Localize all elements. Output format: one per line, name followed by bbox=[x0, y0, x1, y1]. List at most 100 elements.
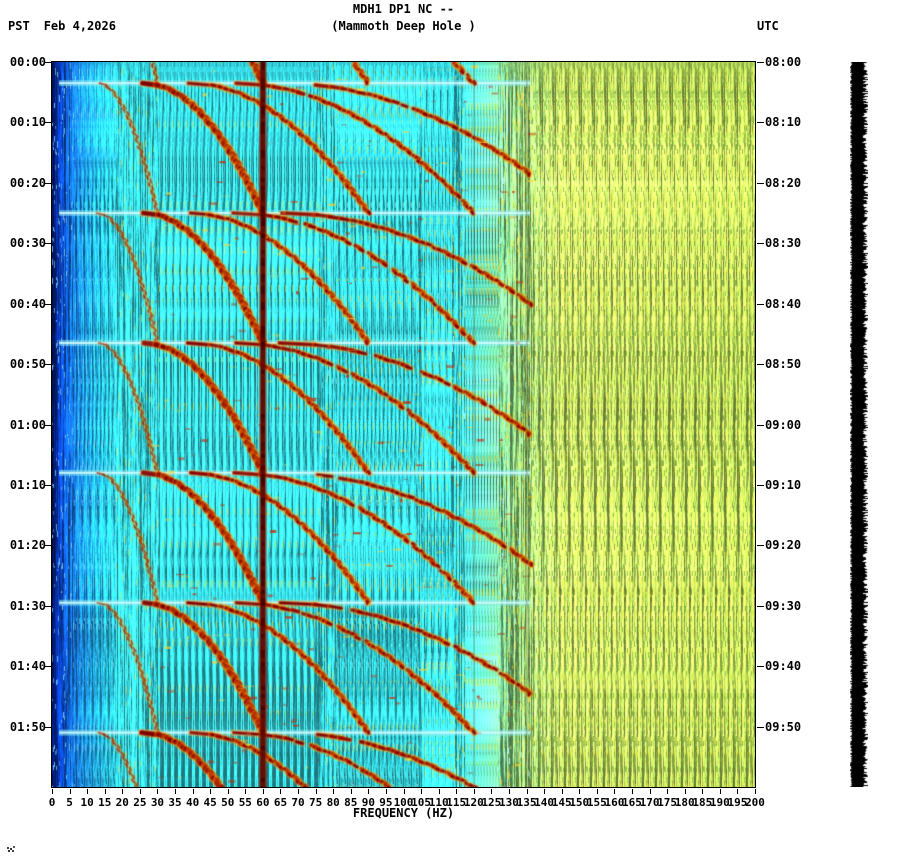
left-tick bbox=[44, 364, 51, 366]
freq-tick bbox=[298, 789, 300, 794]
left-time-label: 00:20 bbox=[9, 175, 46, 190]
left-tick bbox=[44, 545, 51, 547]
right-time-label: 09:20 bbox=[765, 538, 802, 553]
left-tick bbox=[44, 182, 51, 184]
freq-tick bbox=[491, 789, 493, 794]
right-time-label: 09:00 bbox=[765, 417, 802, 432]
freq-tick bbox=[52, 789, 53, 794]
right-time-label: 09:10 bbox=[765, 477, 802, 492]
freq-tick bbox=[473, 789, 475, 794]
freq-tick bbox=[262, 789, 264, 794]
freq-tick bbox=[614, 789, 616, 794]
left-time-label: 01:00 bbox=[9, 417, 46, 432]
right-tick bbox=[757, 243, 764, 245]
freq-tick bbox=[684, 789, 686, 794]
left-tick bbox=[44, 666, 51, 668]
x-axis-title: FREQUENCY (HZ) bbox=[352, 806, 455, 820]
left-tick bbox=[44, 303, 51, 305]
right-tick bbox=[757, 182, 764, 184]
plot-subtitle: (Mammoth Deep Hole ) bbox=[331, 19, 476, 33]
timezone-right-label: UTC bbox=[757, 19, 779, 33]
right-tick bbox=[757, 424, 764, 426]
left-time-label: 00:30 bbox=[9, 236, 46, 251]
left-tick bbox=[44, 122, 51, 124]
left-tick bbox=[44, 62, 51, 63]
freq-tick bbox=[403, 789, 405, 794]
amplitude-bar bbox=[850, 62, 868, 787]
freq-tick bbox=[667, 789, 669, 794]
left-time-label: 01:10 bbox=[9, 477, 46, 492]
right-tick bbox=[757, 122, 764, 124]
right-time-label: 09:50 bbox=[765, 719, 802, 734]
freq-tick bbox=[210, 789, 212, 794]
freq-tick bbox=[544, 789, 546, 794]
freq-tick bbox=[104, 789, 106, 794]
right-tick bbox=[757, 666, 764, 668]
right-time-label: 09:30 bbox=[765, 598, 802, 613]
freq-tick bbox=[649, 789, 651, 794]
left-time-label: 00:10 bbox=[9, 115, 46, 130]
right-tick bbox=[757, 726, 764, 728]
right-tick bbox=[757, 484, 764, 486]
freq-tick bbox=[87, 789, 89, 794]
freq-tick bbox=[508, 789, 510, 794]
plot-title: MDH1 DP1 NC -- bbox=[352, 2, 455, 16]
freq-tick bbox=[227, 789, 229, 794]
right-tick bbox=[757, 605, 764, 607]
left-time-label: 00:50 bbox=[9, 357, 46, 372]
freq-tick bbox=[385, 789, 387, 794]
right-time-label: 09:40 bbox=[765, 659, 802, 674]
right-tick bbox=[757, 364, 764, 366]
freq-tick bbox=[192, 789, 194, 794]
freq-tick bbox=[333, 789, 335, 794]
right-time-label: 08:40 bbox=[765, 296, 802, 311]
freq-tick bbox=[368, 789, 370, 794]
freq-tick bbox=[280, 789, 282, 794]
freq-tick bbox=[139, 789, 141, 794]
left-time-label: 01:30 bbox=[9, 598, 46, 613]
freq-tick bbox=[438, 789, 440, 794]
right-tick bbox=[757, 62, 764, 63]
left-time-label: 00:40 bbox=[9, 296, 46, 311]
right-tick bbox=[757, 545, 764, 547]
freq-tick bbox=[421, 789, 423, 794]
freq-tick bbox=[69, 789, 71, 794]
freq-tick bbox=[245, 789, 247, 794]
freq-tick bbox=[526, 789, 528, 794]
left-tick bbox=[44, 605, 51, 607]
left-timezone-and-date: PST Feb 4,2026 bbox=[8, 19, 116, 33]
right-time-label: 08:30 bbox=[765, 236, 802, 251]
freq-tick bbox=[579, 789, 581, 794]
spectrogram-plot-area bbox=[51, 61, 756, 788]
freq-tick bbox=[631, 789, 633, 794]
left-tick bbox=[44, 484, 51, 486]
left-time-label: 01:40 bbox=[9, 659, 46, 674]
right-time-label: 08:00 bbox=[765, 55, 802, 69]
left-tick bbox=[44, 726, 51, 728]
freq-tick bbox=[755, 789, 756, 794]
spectrogram-canvas bbox=[52, 62, 755, 787]
freq-tick bbox=[702, 789, 704, 794]
freq-tick bbox=[719, 789, 721, 794]
freq-tick bbox=[737, 789, 739, 794]
corner-mark bbox=[6, 845, 18, 853]
freq-tick bbox=[122, 789, 124, 794]
right-time-label: 08:10 bbox=[765, 115, 802, 130]
left-tick bbox=[44, 243, 51, 245]
right-time-label: 08:50 bbox=[765, 357, 802, 372]
right-time-label: 08:20 bbox=[765, 175, 802, 190]
freq-tick bbox=[456, 789, 458, 794]
left-time-label: 01:20 bbox=[9, 538, 46, 553]
freq-tick bbox=[315, 789, 317, 794]
left-time-label: 00:00 bbox=[9, 55, 46, 69]
left-tick bbox=[44, 424, 51, 426]
date-label: Feb 4,2026 bbox=[43, 19, 116, 33]
freq-tick bbox=[350, 789, 352, 794]
freq-tick bbox=[157, 789, 159, 794]
right-tick bbox=[757, 303, 764, 305]
freq-tick bbox=[175, 789, 177, 794]
freq-tick bbox=[596, 789, 598, 794]
timezone-left-label: PST bbox=[8, 19, 30, 33]
left-time-label: 01:50 bbox=[9, 719, 46, 734]
